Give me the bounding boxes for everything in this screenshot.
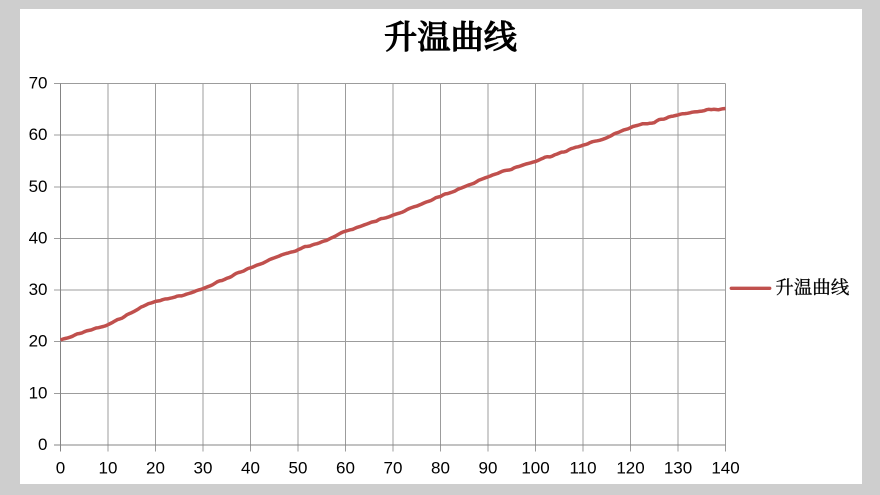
svg-text:0: 0	[38, 435, 47, 454]
svg-text:50: 50	[289, 458, 308, 477]
svg-text:30: 30	[29, 280, 48, 299]
svg-text:80: 80	[431, 458, 450, 477]
svg-text:140: 140	[711, 458, 739, 477]
svg-text:10: 10	[29, 383, 48, 402]
svg-text:60: 60	[336, 458, 355, 477]
svg-text:90: 90	[479, 458, 498, 477]
svg-text:130: 130	[664, 458, 692, 477]
svg-text:50: 50	[29, 177, 48, 196]
svg-text:30: 30	[194, 458, 213, 477]
svg-text:0: 0	[56, 458, 65, 477]
svg-text:60: 60	[29, 125, 48, 144]
svg-text:120: 120	[616, 458, 644, 477]
svg-text:110: 110	[569, 458, 596, 477]
svg-text:20: 20	[29, 332, 48, 351]
svg-text:70: 70	[384, 458, 403, 477]
svg-text:70: 70	[29, 74, 48, 93]
svg-text:40: 40	[29, 228, 48, 247]
svg-text:10: 10	[99, 458, 118, 477]
svg-text:40: 40	[241, 458, 260, 477]
svg-text:100: 100	[521, 458, 549, 477]
svg-text:20: 20	[146, 458, 165, 477]
